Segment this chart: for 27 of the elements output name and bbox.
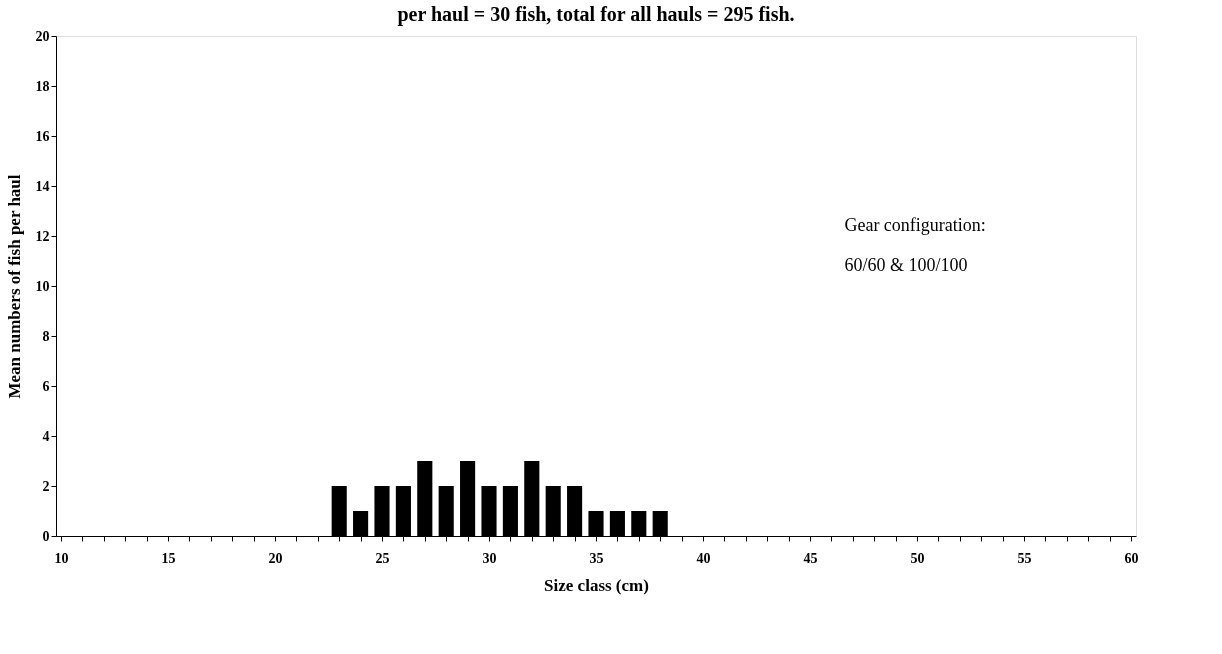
x-tick-label: 40	[696, 550, 711, 566]
x-tick-label: 45	[803, 550, 818, 566]
y-tick-label: 8	[42, 328, 50, 344]
y-tick-label: 14	[35, 178, 50, 194]
annotation: 60/60 & 100/100	[844, 255, 968, 275]
y-tick-label: 0	[42, 528, 50, 544]
y-tick-label: 18	[35, 78, 50, 94]
y-tick-label: 10	[35, 278, 50, 294]
y-tick-label: 12	[35, 228, 50, 244]
y-axis-title: Mean numbers of fish per haul	[4, 174, 24, 399]
x-axis-title: Size class (cm)	[544, 575, 649, 595]
x-tick-label: 60	[1124, 550, 1139, 566]
x-tick-label: 35	[589, 550, 604, 566]
x-tick-label: 30	[482, 550, 497, 566]
x-tick-label: 15	[161, 550, 176, 566]
x-tick-label: 20	[268, 550, 283, 566]
y-tick-label: 16	[35, 128, 50, 144]
x-tick-label: 10	[54, 550, 69, 566]
y-tick-label: 4	[42, 428, 50, 444]
x-tick-label: 55	[1017, 550, 1032, 566]
y-tick-label: 20	[35, 28, 50, 44]
chart-title: per haul = 30 fish, total for all hauls = 295 fish.	[397, 3, 795, 26]
x-tick-label: 50	[910, 550, 925, 566]
x-tick-label: 25	[375, 550, 390, 566]
y-tick-label: 6	[42, 378, 50, 394]
annotation: Gear configuration:	[844, 215, 986, 235]
y-tick-label: 2	[42, 478, 50, 494]
